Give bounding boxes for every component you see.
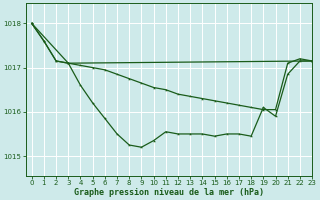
X-axis label: Graphe pression niveau de la mer (hPa): Graphe pression niveau de la mer (hPa) [74,188,264,197]
